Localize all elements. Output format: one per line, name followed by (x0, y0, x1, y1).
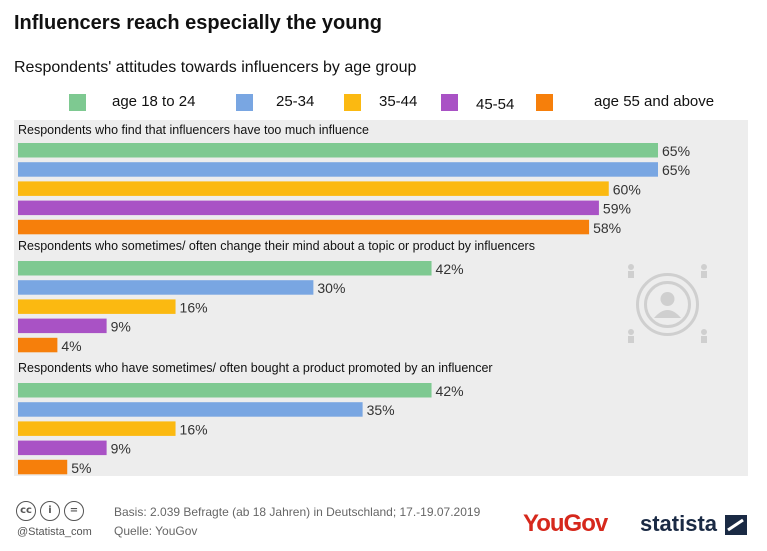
legend-swatch (344, 94, 361, 111)
source-note: Quelle: YouGov (114, 524, 198, 538)
license-credit[interactable]: @Statista_com (17, 526, 92, 538)
basis-note: Basis: 2.039 Befragte (ab 18 Jahren) in … (114, 505, 481, 519)
bar (18, 261, 432, 276)
footer: cc i = @Statista_com Basis: 2.039 Befrag… (0, 490, 767, 551)
bar (18, 219, 590, 235)
bar (18, 383, 432, 398)
legend-swatch (69, 94, 86, 111)
bar (18, 337, 58, 353)
value-label: 35% (367, 402, 395, 418)
bar (18, 299, 176, 314)
legend-swatch (236, 94, 253, 111)
value-label: 42% (436, 261, 464, 277)
bar (18, 402, 363, 417)
bar (18, 459, 68, 475)
bar-chart: Respondents who find that influencers ha… (18, 123, 690, 476)
value-label: 42% (436, 383, 464, 399)
legend-label: 45-54 (476, 96, 515, 113)
bar (18, 318, 107, 334)
category-label: Respondents who sometimes/ often change … (18, 239, 535, 253)
license-icons[interactable]: cc i = (16, 501, 96, 523)
bar (18, 181, 609, 196)
value-label: 30% (317, 280, 345, 296)
category-label: Respondents who find that influencers ha… (18, 123, 369, 137)
bar (18, 421, 176, 436)
statista-logo-icon (725, 515, 747, 535)
legend-label: 35-44 (379, 93, 418, 110)
chart-panel: Respondents who find that influencers ha… (14, 120, 748, 476)
value-label: 65% (662, 162, 690, 178)
no-derivatives-icon: = (64, 501, 84, 521)
legend-swatch (441, 94, 458, 111)
user-circle-icon (628, 264, 707, 343)
legend-label: age 18 to 24 (112, 93, 196, 110)
yougov-logo: YouGov (523, 510, 608, 537)
bar (18, 280, 314, 295)
value-label: 60% (613, 181, 641, 197)
category-label: Respondents who have sometimes/ often bo… (18, 361, 493, 375)
legend-label: 25-34 (276, 93, 315, 110)
bar (18, 143, 658, 158)
value-label: 9% (111, 319, 131, 335)
value-label: 5% (71, 460, 91, 476)
legend: age 18 to 24 25-34 35-44 45-54 age 55 and ab… (14, 88, 764, 118)
legend-label: age 55 and above (594, 93, 715, 110)
value-label: 4% (61, 338, 81, 354)
attribution-icon: i (40, 501, 60, 521)
value-label: 58% (593, 220, 621, 236)
legend-swatch (536, 94, 553, 111)
chart-title: Influencers reach especially the young (14, 12, 382, 34)
creative-commons-icon: cc (16, 501, 36, 521)
value-label: 65% (662, 143, 690, 159)
bar (18, 200, 599, 216)
bar (18, 440, 107, 456)
statista-logo[interactable]: statista (640, 511, 718, 536)
bar (18, 162, 658, 177)
value-label: 59% (603, 201, 631, 217)
value-label: 9% (111, 441, 131, 457)
chart-subtitle: Respondents' attitudes towards influence… (14, 59, 417, 76)
value-label: 16% (180, 299, 208, 315)
value-label: 16% (180, 421, 208, 437)
